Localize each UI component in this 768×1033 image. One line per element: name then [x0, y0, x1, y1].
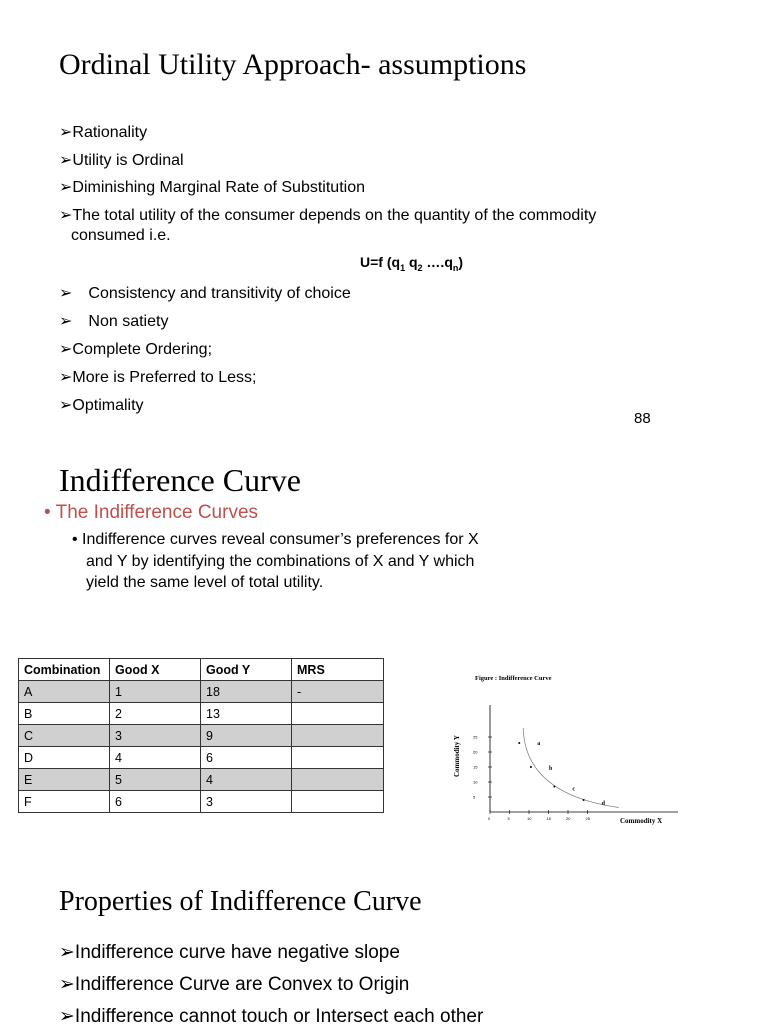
page-number: 88 [634, 410, 651, 427]
arrow-bullet-icon: ➢ [59, 124, 73, 141]
point-label: d [602, 801, 606, 807]
indifference-curve-chart: Figure : Indifference Curve Commodity Y … [453, 675, 678, 825]
subheading: • The Indifference Curves [44, 502, 259, 523]
x-tick-label: 25 [586, 816, 591, 821]
assumption-item: ➢Optimality [59, 392, 351, 420]
slide-title-indifference-curve: Indifference Curve [59, 462, 301, 498]
table-row: B 2 13 [18, 702, 384, 725]
assumption-item: ➢ Consistency and transitivity of choice [59, 280, 351, 308]
assumption-item: ➢Utility is Ordinal [59, 147, 596, 175]
assumption-text: Non satiety [88, 313, 169, 330]
x-tick-label: 15 [547, 816, 552, 821]
indifference-curve-line [522, 727, 619, 808]
utility-formula: U=f (q1 q2 ….qn) [360, 254, 464, 273]
arrow-bullet-icon: ➢ [59, 397, 73, 414]
description: • Indifference curves reveal consumer’s … [72, 529, 479, 594]
arrow-bullet-icon: ➢ [59, 151, 73, 169]
description-line: and Y by identifying the combinations of… [86, 552, 475, 570]
arrow-bullet-icon: ➢ [59, 313, 73, 330]
y-tick-label: 10 [473, 780, 478, 785]
y-axis-label: Commodity Y [453, 735, 461, 777]
point-label: c [572, 787, 575, 793]
table-row: A 1 18- [18, 680, 384, 703]
x-tick-label: 0 [488, 816, 491, 821]
assumption-text: More is Preferred to Less; [72, 369, 257, 386]
assumption-item: ➢The total utility of the consumer depen… [59, 206, 596, 226]
assumption-continuation: consumed i.e. [71, 226, 171, 244]
assumption-text: Consistency and transitivity of choice [88, 285, 351, 302]
assumption-list: ➢Rationality ➢Utility is Ordinal ➢Dimini… [59, 119, 596, 246]
slide-title-properties: Properties of Indifference Curve [59, 886, 422, 917]
assumption-item: ➢Diminishing Marginal Rate of Substituti… [59, 174, 596, 202]
properties-list: ➢Indifference curve have negative slope … [59, 937, 483, 1033]
arrow-bullet-icon: ➢ [59, 206, 73, 224]
point-a [518, 742, 521, 744]
point-label: a [537, 741, 540, 747]
property-item: ➢Indifference Curve are Convex to Origin [59, 974, 410, 995]
chart-title: Figure : Indifference Curve [475, 675, 552, 682]
y-tick-label: 15 [473, 765, 478, 770]
point-b [529, 766, 532, 768]
table-header: Combination Good X Good Y MRS [18, 658, 384, 681]
description-line: yield the same level of total utility. [86, 574, 324, 591]
arrow-bullet-icon: ➢ [59, 179, 73, 196]
x-tick-label: 5 [508, 816, 511, 821]
assumption-item: ➢Complete Ordering; [59, 336, 351, 364]
assumption-text: The total utility of the consumer depend… [72, 206, 597, 224]
slide-title-ordinal-utility: Ordinal Utility Approach- assumptions [59, 48, 527, 81]
y-tick-label: 20 [473, 750, 478, 755]
assumption-text: Optimality [72, 397, 144, 414]
assumption-text: Diminishing Marginal Rate of Substitutio… [72, 179, 365, 196]
arrow-bullet-icon: ➢ [59, 974, 75, 995]
arrow-bullet-icon: ➢ [59, 1006, 75, 1027]
assumption-item: ➢Rationality [59, 119, 596, 147]
x-tick-label: 20 [566, 816, 571, 821]
arrow-bullet-icon: ➢ [59, 341, 73, 358]
property-item: ➢Indifference curve have negative slope [59, 942, 400, 963]
point-c [553, 785, 556, 788]
assumption-text: Utility is Ordinal [72, 151, 184, 169]
y-tick-label: 25 [473, 735, 478, 740]
property-item: ➢Indifference cannot touch or Intersect … [59, 1006, 484, 1027]
x-tick-label: 10 [527, 816, 532, 821]
description-line: Indifference curves reveal consumer’s pr… [82, 531, 479, 548]
arrow-bullet-icon: ➢ [59, 942, 75, 963]
assumption-list-2: ➢ Consistency and transitivity of choice … [59, 280, 351, 420]
y-tick-label: 5 [473, 795, 476, 800]
arrow-bullet-icon: ➢ [59, 285, 73, 302]
assumption-item: ➢ Non satiety [59, 308, 351, 336]
assumption-text: Complete Ordering; [72, 341, 213, 358]
arrow-bullet-icon: ➢ [59, 369, 73, 386]
assumption-item: ➢More is Preferred to Less; [59, 364, 351, 392]
x-axis-label: Commodity X [620, 817, 662, 825]
point-label: b [549, 766, 553, 772]
assumption-text: Rationality [72, 124, 148, 141]
point-d [582, 799, 585, 801]
